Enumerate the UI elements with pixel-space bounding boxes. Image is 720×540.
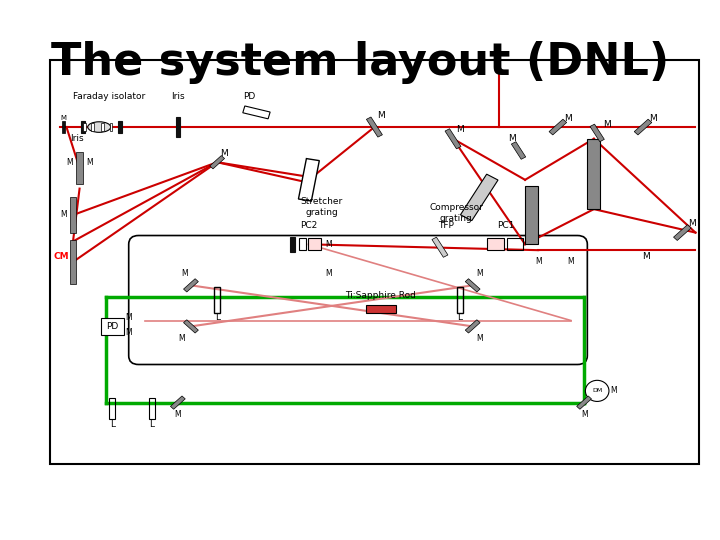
Bar (109, 123, 112, 131)
Text: Ti:Sapphire Rod: Ti:Sapphire Rod (346, 291, 416, 300)
Bar (456, 287, 462, 313)
Text: M: M (377, 111, 384, 120)
Text: PD: PD (106, 322, 119, 331)
Bar (81, 121, 85, 133)
Bar (215, 287, 220, 313)
Text: PC1: PC1 (497, 221, 514, 230)
Bar (70, 240, 76, 284)
Text: M: M (174, 410, 181, 419)
Bar (84, 123, 86, 131)
Text: The system layout (DNL): The system layout (DNL) (51, 40, 669, 84)
Polygon shape (184, 320, 198, 333)
Text: M: M (325, 240, 332, 249)
Text: M: M (476, 334, 482, 342)
Bar (290, 237, 295, 252)
Polygon shape (171, 396, 185, 409)
Bar (176, 117, 180, 137)
Bar (118, 121, 122, 133)
Polygon shape (299, 159, 319, 201)
Polygon shape (549, 119, 567, 135)
Text: M: M (649, 114, 657, 123)
Polygon shape (465, 320, 480, 333)
Polygon shape (210, 156, 225, 169)
Bar (149, 398, 155, 419)
Text: PD: PD (243, 92, 256, 100)
Text: CM: CM (53, 252, 69, 261)
Text: TFP: TFP (438, 221, 454, 230)
FancyBboxPatch shape (129, 235, 588, 364)
Text: M: M (60, 211, 66, 219)
Text: Compressor
grating: Compressor grating (429, 203, 483, 222)
Text: M: M (508, 134, 516, 143)
Text: M: M (603, 120, 611, 129)
Polygon shape (432, 237, 448, 257)
Text: Faraday isolator: Faraday isolator (73, 92, 145, 100)
Text: PC2: PC2 (300, 221, 318, 230)
Text: M: M (66, 158, 73, 167)
Bar (487, 239, 504, 250)
Text: M: M (86, 158, 93, 167)
Text: M: M (456, 125, 464, 134)
Text: Iris: Iris (70, 134, 84, 143)
Text: M: M (642, 252, 650, 260)
Polygon shape (673, 225, 691, 240)
Text: M: M (611, 387, 617, 395)
Text: M: M (220, 149, 228, 158)
Polygon shape (465, 279, 480, 292)
Text: M: M (181, 269, 188, 278)
Text: L: L (110, 420, 114, 429)
Text: M: M (325, 269, 332, 278)
Text: M: M (125, 313, 132, 322)
Polygon shape (184, 279, 198, 292)
Text: WARWICK: WARWICK (29, 501, 160, 523)
Bar (91, 123, 94, 131)
Text: M: M (125, 328, 132, 337)
Polygon shape (243, 106, 270, 119)
Polygon shape (577, 396, 591, 409)
Text: L: L (149, 420, 154, 429)
Polygon shape (461, 174, 498, 221)
Polygon shape (61, 121, 65, 133)
Bar (109, 398, 115, 419)
Polygon shape (634, 119, 652, 135)
Ellipse shape (88, 122, 111, 132)
Bar (507, 239, 523, 250)
Polygon shape (366, 117, 382, 137)
Text: DM: DM (592, 388, 603, 393)
Text: M: M (535, 258, 541, 266)
Text: Stretcher
grating: Stretcher grating (301, 198, 343, 217)
Bar (588, 139, 600, 209)
Bar (76, 152, 83, 184)
Text: Iris: Iris (171, 92, 184, 100)
Bar (307, 239, 320, 250)
Text: M: M (476, 269, 482, 278)
Bar (70, 198, 76, 233)
Circle shape (585, 380, 609, 401)
Text: M: M (567, 258, 575, 266)
Polygon shape (511, 141, 526, 159)
Bar (366, 305, 396, 313)
Text: M: M (564, 114, 572, 123)
Bar (525, 186, 539, 244)
Bar (101, 318, 124, 335)
Bar (102, 123, 104, 131)
Polygon shape (445, 129, 461, 149)
Text: M: M (688, 219, 696, 228)
Text: L: L (457, 314, 462, 322)
Text: L: L (215, 314, 220, 322)
Text: M: M (581, 410, 588, 419)
Bar (299, 239, 305, 250)
Text: M: M (178, 334, 184, 342)
Text: M: M (60, 115, 66, 122)
Polygon shape (590, 124, 604, 141)
